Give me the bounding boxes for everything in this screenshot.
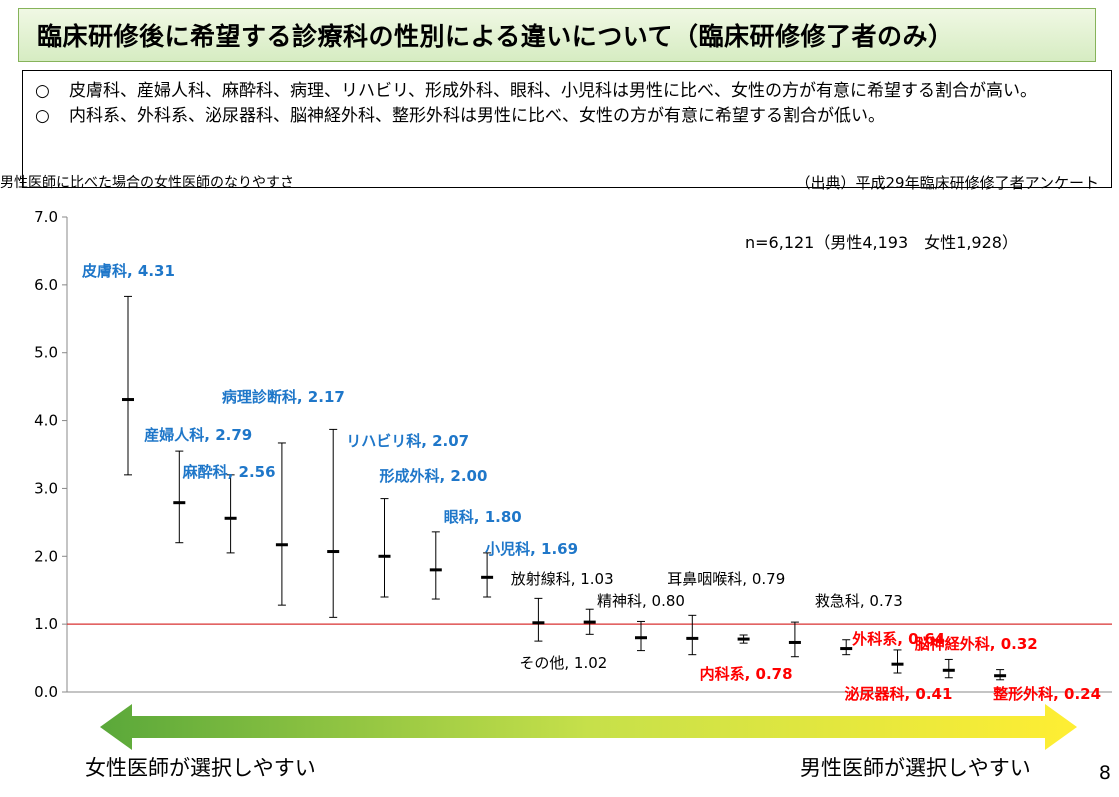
circle-bullet-icon: ○ [35,81,50,101]
summary-item: ○ 皮膚科、産婦人科、麻酔科、病理、リハビリ、形成外科、眼科、小児科は男性に比べ… [35,79,1101,104]
source-note: （出典）平成29年臨床研修修了者アンケート [795,174,1100,192]
summary-text: 内科系、外科系、泌尿器科、脳神経外科、整形外科は男性に比べ、女性の方が有意に希望… [69,106,885,126]
data-label: 形成外科, 2.00 [380,467,488,485]
data-label: 放射線科, 1.03 [511,570,614,588]
title-bar: 臨床研修後に希望する診療科の性別による違いについて（臨床研修修了者のみ） [18,8,1096,62]
data-label: その他, 1.02 [519,654,607,672]
female-preferred-label: 女性医師が選択しやすい [85,756,316,780]
data-label: 耳鼻咽喉科, 0.79 [667,570,785,588]
data-label: 外科系, 0.64 [851,630,945,648]
y-tick-label: 4.0 [34,412,58,430]
page-number: 8 [1098,762,1111,784]
data-label: 脳神経外科, 0.32 [915,635,1038,653]
y-tick-label: 3.0 [34,479,58,497]
y-tick-label: 0.0 [34,683,58,701]
data-label: 眼科, 1.80 [444,508,522,526]
y-tick-label: 6.0 [34,276,58,294]
data-label: 麻酔科, 2.56 [182,463,276,481]
data-label: 病理診断科, 2.17 [222,388,345,406]
summary-box: ○ 皮膚科、産婦人科、麻酔科、病理、リハビリ、形成外科、眼科、小児科は男性に比べ… [22,70,1112,188]
page-title: 臨床研修後に希望する診療科の性別による違いについて（臨床研修修了者のみ） [37,22,954,51]
data-label: 救急科, 0.73 [815,592,903,610]
summary-text: 皮膚科、産婦人科、麻酔科、病理、リハビリ、形成外科、眼科、小児科は男性に比べ、女… [69,81,1037,101]
male-preferred-label: 男性医師が選択しやすい [800,756,1031,780]
data-label: 内科系, 0.78 [700,665,793,683]
data-label: 精神科, 0.80 [597,592,685,610]
circle-bullet-icon: ○ [35,106,50,126]
y-tick-label: 2.0 [34,547,58,565]
data-label: リハビリ科, 2.07 [346,432,469,450]
double-arrow-icon [100,704,1077,750]
y-tick-label: 7.0 [34,208,58,226]
y-tick-label: 5.0 [34,344,58,362]
sample-size-annotation: n=6,121（男性4,193 女性1,928） [745,233,1018,252]
chart-subtitle: 男性医師に比べた場合の女性医師のなりやすさ [0,175,294,191]
y-tick-label: 1.0 [34,615,58,633]
summary-item: ○ 内科系、外科系、泌尿器科、脳神経外科、整形外科は男性に比べ、女性の方が有意に… [35,104,1101,129]
data-label: 泌尿器科, 0.41 [845,685,953,703]
data-label: 小児科, 1.69 [485,540,578,558]
data-label: 皮膚科, 4.31 [82,262,175,280]
data-label: 産婦人科, 2.79 [144,426,252,444]
data-label: 整形外科, 0.24 [993,685,1101,703]
